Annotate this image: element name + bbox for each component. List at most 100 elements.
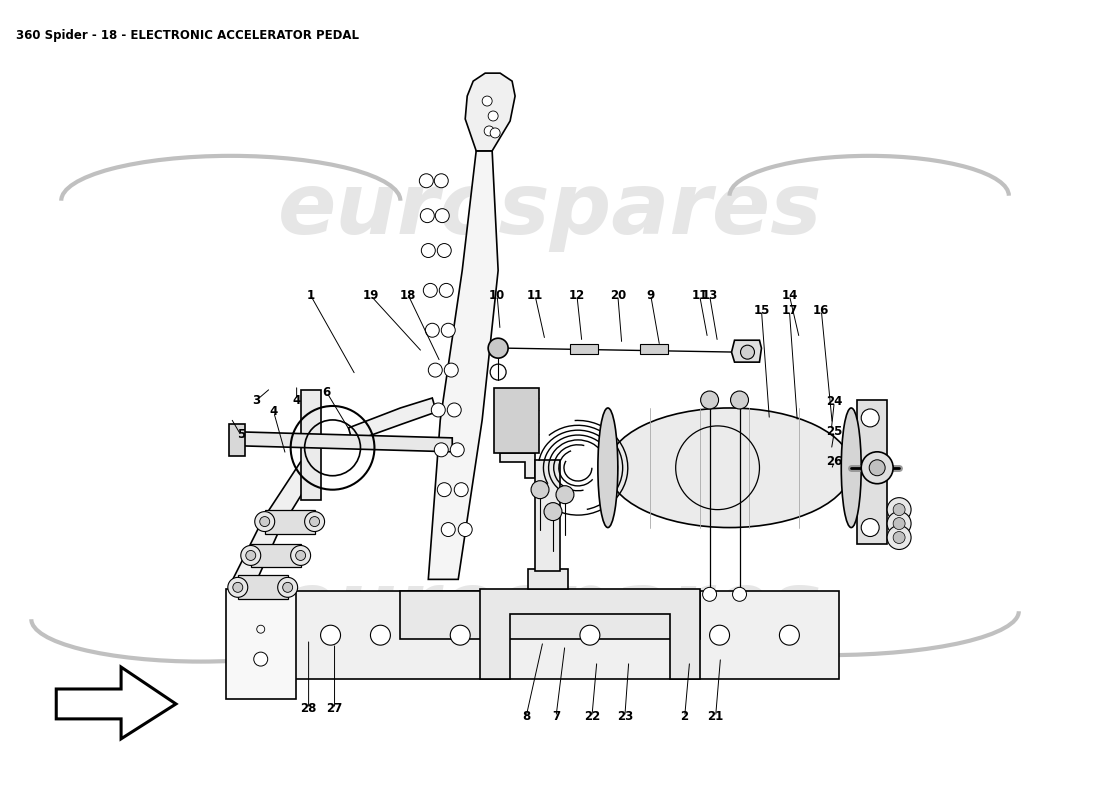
- Text: 1: 1: [307, 289, 315, 302]
- Circle shape: [245, 550, 255, 561]
- Circle shape: [733, 587, 747, 602]
- Circle shape: [371, 626, 390, 645]
- Ellipse shape: [598, 408, 618, 527]
- Circle shape: [531, 481, 549, 498]
- Polygon shape: [233, 462, 316, 590]
- Polygon shape: [349, 398, 437, 442]
- Circle shape: [893, 504, 905, 515]
- Circle shape: [424, 283, 438, 298]
- Circle shape: [277, 578, 298, 598]
- Circle shape: [420, 209, 434, 222]
- Polygon shape: [229, 424, 245, 456]
- Polygon shape: [465, 73, 515, 151]
- Circle shape: [255, 512, 275, 531]
- Circle shape: [428, 363, 442, 377]
- Circle shape: [296, 550, 306, 561]
- Circle shape: [283, 582, 293, 592]
- Circle shape: [454, 482, 469, 497]
- Text: 14: 14: [781, 289, 798, 302]
- Text: 7: 7: [552, 710, 560, 723]
- Text: 11: 11: [692, 289, 707, 302]
- Text: 5: 5: [236, 428, 245, 442]
- Polygon shape: [56, 667, 176, 739]
- Circle shape: [260, 517, 270, 526]
- Polygon shape: [481, 590, 700, 679]
- Text: 10: 10: [490, 289, 505, 302]
- Circle shape: [556, 486, 574, 504]
- Text: 4: 4: [293, 394, 300, 406]
- Text: 23: 23: [617, 710, 632, 723]
- Circle shape: [419, 174, 433, 188]
- Circle shape: [484, 126, 494, 136]
- Circle shape: [703, 587, 716, 602]
- Circle shape: [438, 482, 451, 497]
- Circle shape: [887, 526, 911, 550]
- Circle shape: [488, 111, 498, 121]
- Text: 15: 15: [754, 304, 770, 317]
- Text: 2: 2: [681, 710, 689, 723]
- Text: 25: 25: [826, 426, 843, 438]
- Circle shape: [544, 502, 562, 521]
- Text: 6: 6: [322, 386, 331, 398]
- Circle shape: [441, 323, 455, 338]
- Circle shape: [710, 626, 729, 645]
- Circle shape: [426, 323, 439, 338]
- Circle shape: [482, 96, 492, 106]
- Circle shape: [439, 283, 453, 298]
- Circle shape: [305, 512, 324, 531]
- Polygon shape: [400, 591, 700, 639]
- Polygon shape: [535, 460, 560, 571]
- Circle shape: [488, 338, 508, 358]
- Circle shape: [421, 243, 436, 258]
- Text: 11: 11: [527, 289, 543, 302]
- Text: 12: 12: [569, 289, 585, 302]
- Bar: [494, 388, 539, 453]
- Polygon shape: [238, 575, 288, 599]
- Circle shape: [893, 518, 905, 530]
- Polygon shape: [732, 340, 761, 362]
- Circle shape: [241, 546, 261, 566]
- Circle shape: [869, 460, 886, 476]
- Polygon shape: [428, 151, 498, 579]
- Text: 3: 3: [253, 394, 261, 406]
- Circle shape: [434, 174, 449, 188]
- Text: 26: 26: [826, 455, 843, 468]
- Text: 17: 17: [781, 304, 798, 317]
- Circle shape: [254, 652, 267, 666]
- Ellipse shape: [607, 408, 851, 527]
- Circle shape: [780, 626, 800, 645]
- Circle shape: [740, 345, 755, 359]
- Text: 13: 13: [702, 289, 717, 302]
- Circle shape: [887, 512, 911, 535]
- Text: 18: 18: [400, 289, 417, 302]
- Polygon shape: [570, 344, 598, 354]
- Circle shape: [233, 582, 243, 592]
- Text: eurospares: eurospares: [277, 568, 823, 650]
- Polygon shape: [251, 543, 300, 567]
- Text: 28: 28: [300, 702, 317, 715]
- Text: 360 Spider - 18 - ELECTRONIC ACCELERATOR PEDAL: 360 Spider - 18 - ELECTRONIC ACCELERATOR…: [16, 30, 360, 42]
- Polygon shape: [241, 432, 452, 452]
- Polygon shape: [226, 590, 296, 699]
- Circle shape: [730, 391, 748, 409]
- Circle shape: [290, 546, 310, 566]
- Circle shape: [580, 626, 600, 645]
- Circle shape: [893, 531, 905, 543]
- Text: 27: 27: [327, 702, 343, 715]
- Circle shape: [309, 517, 320, 526]
- Circle shape: [450, 443, 464, 457]
- Circle shape: [436, 209, 449, 222]
- Circle shape: [448, 403, 461, 417]
- Text: 22: 22: [584, 710, 600, 723]
- Circle shape: [441, 522, 455, 537]
- Circle shape: [320, 626, 341, 645]
- Circle shape: [861, 452, 893, 484]
- Polygon shape: [300, 390, 320, 500]
- Polygon shape: [286, 591, 839, 679]
- Circle shape: [887, 498, 911, 522]
- Text: 8: 8: [521, 710, 530, 723]
- Polygon shape: [528, 570, 568, 590]
- Polygon shape: [500, 453, 535, 478]
- Circle shape: [491, 128, 501, 138]
- Circle shape: [701, 391, 718, 409]
